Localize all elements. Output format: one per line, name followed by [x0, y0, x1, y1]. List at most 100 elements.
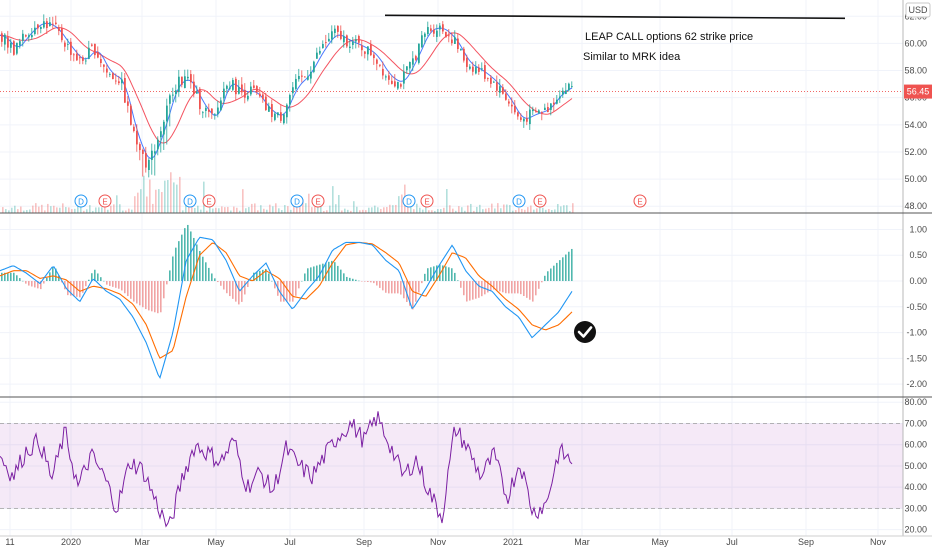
- candle-body: [424, 33, 426, 37]
- candle-body: [310, 71, 312, 79]
- earnings-marker[interactable]: [98, 194, 112, 208]
- macd-histogram-bar: [178, 241, 180, 282]
- candle-body: [94, 43, 96, 56]
- dividend-marker[interactable]: [512, 194, 526, 208]
- candle-body: [481, 68, 483, 70]
- candle-body: [412, 58, 414, 65]
- macd-histogram-bar: [526, 281, 528, 298]
- volume-bar: [164, 180, 166, 213]
- candle-body: [1, 33, 3, 42]
- candle-body: [52, 23, 54, 25]
- earnings-marker-label: E: [206, 198, 211, 207]
- x-tick-label: Mar: [574, 537, 590, 547]
- resistance-trendline[interactable]: [384, 14, 846, 20]
- volume-bar: [317, 206, 319, 213]
- volume-bar: [197, 205, 199, 213]
- dividend-marker-label: D: [406, 198, 412, 207]
- volume-bar: [245, 208, 247, 213]
- dividend-marker[interactable]: [290, 194, 304, 208]
- dividend-marker[interactable]: [402, 194, 416, 208]
- macd-histogram-bar: [541, 281, 543, 283]
- volume-bar: [569, 210, 571, 213]
- volume-bar: [326, 210, 328, 213]
- earnings-marker[interactable]: [633, 194, 647, 208]
- earnings-marker[interactable]: [311, 194, 325, 208]
- volume-bar: [89, 205, 91, 213]
- volume-bar: [329, 205, 331, 213]
- macd-histogram-bar: [481, 281, 483, 297]
- candle-body: [484, 65, 486, 79]
- y-tick-label: 60.00: [904, 440, 927, 450]
- candle-body: [211, 108, 213, 114]
- macd-histogram-bar: [40, 281, 42, 290]
- candle-body: [502, 87, 504, 94]
- macd-histogram-bar: [106, 281, 108, 285]
- candle-body: [463, 48, 465, 61]
- earnings-marker[interactable]: [202, 194, 216, 208]
- volume-bar: [98, 207, 100, 213]
- volume-bar: [500, 208, 502, 213]
- y-tick-label: -2.00: [906, 379, 927, 389]
- earnings-marker[interactable]: [533, 194, 547, 208]
- macd-histogram-bar: [514, 281, 516, 294]
- candle-body: [118, 81, 120, 84]
- volume-bar: [509, 205, 511, 213]
- macd-histogram-bar: [439, 264, 441, 282]
- volume-bar: [47, 203, 49, 213]
- macd-histogram-bar: [283, 281, 285, 302]
- candle-body: [499, 86, 501, 93]
- macd-histogram-bar: [562, 257, 564, 282]
- volume-bar: [287, 206, 289, 213]
- candle-body: [382, 68, 384, 76]
- macd-histogram-bar: [508, 281, 510, 294]
- candle-body: [328, 38, 330, 42]
- volume-bar: [452, 208, 454, 213]
- volume-bar: [20, 206, 22, 213]
- macd-histogram-bar: [91, 273, 93, 282]
- candle-body: [70, 41, 72, 55]
- macd-histogram-bar: [445, 266, 447, 282]
- macd-histogram-bar: [394, 281, 396, 294]
- macd-histogram-bar: [517, 281, 519, 294]
- candle-body: [202, 112, 204, 114]
- candle-body: [304, 76, 306, 78]
- volume-bar: [215, 207, 217, 213]
- candle-body: [181, 76, 183, 85]
- volume-bar: [161, 192, 163, 213]
- macd-signal-line: [0, 241, 573, 359]
- macd-histogram-bar: [292, 281, 294, 302]
- volume-bar: [539, 206, 541, 213]
- macd-histogram-bar: [118, 281, 120, 289]
- macd-histogram-bar: [151, 281, 153, 312]
- candle-body: [466, 57, 468, 67]
- earnings-marker[interactable]: [420, 194, 434, 208]
- volume-bar: [458, 206, 460, 213]
- candle-body: [430, 28, 432, 31]
- macd-histogram-bar: [427, 268, 429, 282]
- volume-bar: [257, 210, 259, 213]
- volume-bar: [308, 193, 310, 213]
- annotation-mrk-idea: Similar to MRK idea: [583, 51, 681, 63]
- currency-badge[interactable]: [905, 2, 931, 18]
- candle-body: [64, 42, 66, 47]
- candle-body: [229, 87, 231, 89]
- macd-histogram-bar: [73, 281, 75, 297]
- macd-histogram-bar: [82, 281, 84, 293]
- candle-body: [547, 107, 549, 113]
- macd-histogram-bar: [67, 281, 69, 296]
- dividend-marker[interactable]: [74, 194, 88, 208]
- macd-histogram-bar: [46, 277, 48, 282]
- candle-body: [127, 101, 129, 106]
- candle-body: [334, 28, 336, 34]
- candle-body: [67, 44, 69, 45]
- macd-histogram-bar: [334, 262, 336, 282]
- macd-histogram-bar: [571, 248, 573, 282]
- dividend-marker[interactable]: [183, 194, 197, 208]
- volume-bar: [542, 207, 544, 213]
- volume-bar: [365, 210, 367, 213]
- volume-bar: [14, 205, 16, 213]
- macd-histogram-bar: [535, 281, 537, 296]
- volume-bar: [5, 209, 7, 213]
